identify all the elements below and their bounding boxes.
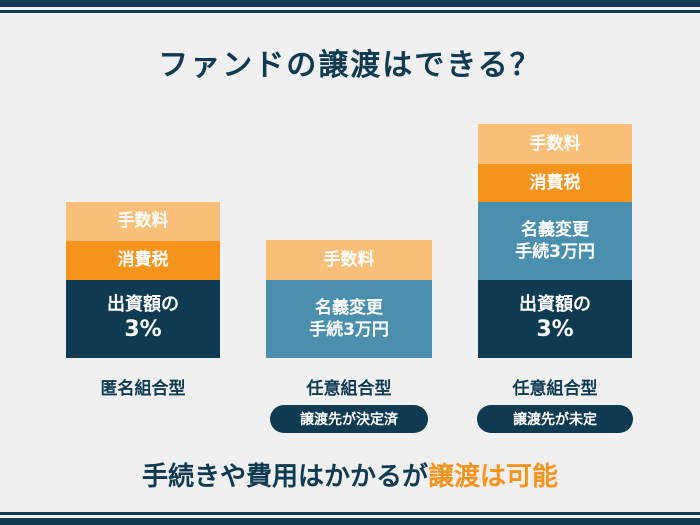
name-change-segment: 名義変更 手続3万円	[478, 202, 632, 280]
column-voluntary-partnership-decided: 手数料 名義変更 手続3万円	[266, 240, 432, 358]
fee-segment: 手数料	[478, 124, 632, 164]
fee-segment: 手数料	[66, 202, 220, 241]
column-label-anonymous: 匿名組合型	[100, 379, 186, 399]
tax-segment: 消費税	[478, 164, 632, 202]
page-title: ファンドの譲渡はできる？	[158, 48, 542, 83]
tax-segment: 消費税	[66, 241, 220, 280]
investment-label: 出資額の	[107, 294, 179, 315]
name-change-cost: 手続3万円	[309, 320, 389, 340]
conclusion-main: 手続きや費用はかかるが	[141, 462, 428, 492]
top-band	[0, 0, 700, 7]
name-change-segment: 名義変更 手続3万円	[266, 280, 432, 358]
column-anonymous-partnership: 手数料 消費税 出資額の 3%	[66, 202, 220, 358]
investment-segment: 出資額の 3%	[66, 280, 220, 358]
investment-label: 出資額の	[519, 294, 591, 315]
fee-segment: 手数料	[266, 240, 432, 280]
column-voluntary-partnership-undecided: 手数料 消費税 名義変更 手続3万円 出資額の 3%	[478, 124, 632, 358]
bottom-band	[0, 518, 700, 525]
name-change-label: 名義変更	[315, 297, 383, 318]
name-change-label: 名義変更	[521, 219, 589, 240]
name-change-cost: 手続3万円	[515, 242, 595, 262]
conclusion-text: 手続きや費用はかかるが譲渡は可能	[0, 456, 700, 493]
bottom-thin-band	[0, 512, 700, 515]
status-badge-undecided: 譲渡先が未定	[477, 405, 633, 433]
tax-label: 消費税	[117, 250, 169, 271]
fee-label: 手数料	[323, 249, 375, 270]
fee-label: 手数料	[529, 133, 581, 154]
conclusion-highlight: 譲渡は可能	[428, 462, 559, 492]
investment-percent: 3%	[536, 317, 574, 343]
status-badge-decided: 譲渡先が決定済	[270, 405, 428, 433]
column-label-voluntary-decided: 任意組合型	[306, 379, 392, 399]
column-label-voluntary-undecided: 任意組合型	[512, 379, 598, 399]
fee-label: 手数料	[117, 211, 169, 232]
investment-percent: 3%	[124, 317, 162, 343]
top-thin-band	[0, 10, 700, 13]
investment-segment: 出資額の 3%	[478, 280, 632, 358]
tax-label: 消費税	[529, 172, 581, 193]
